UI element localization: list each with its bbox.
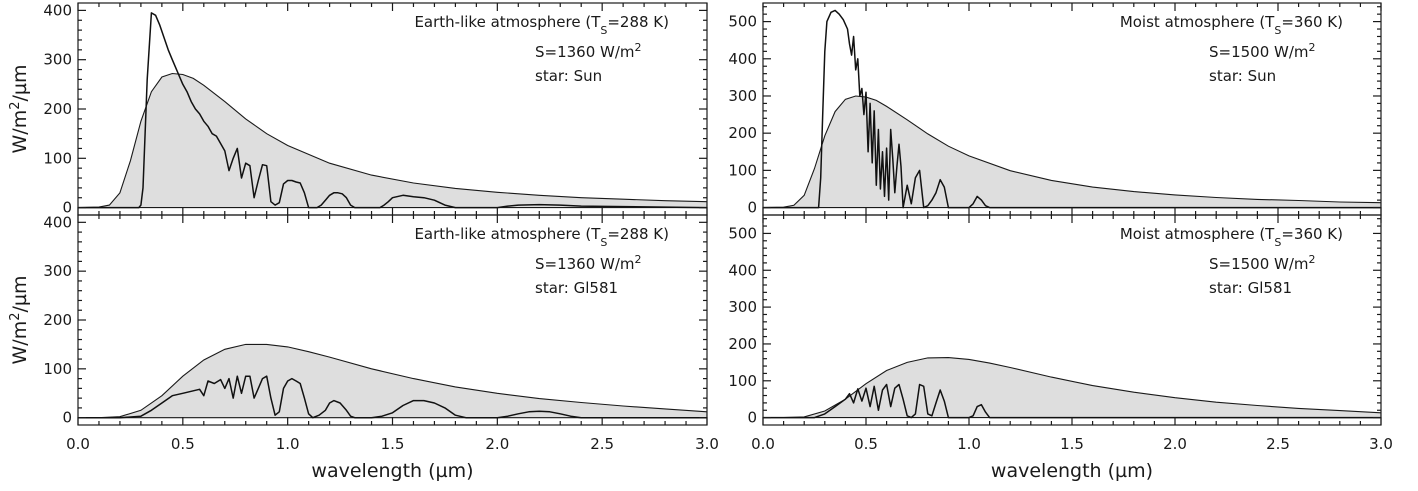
panel-bottom-right: 0.0 0.5 1.0 1.5 2.0 2.5 3.0 0 100 200 300 400 500 Moi…: [728, 214, 1393, 482]
y-tick-label: 500: [728, 224, 757, 242]
annotation-atmosphere: Earth-like atmosphere (TS=288 K): [414, 225, 669, 249]
x-tick-label: 0.0: [751, 435, 775, 453]
x-tick-label: 1.5: [1060, 435, 1084, 453]
x-tick-label: 2.5: [1266, 435, 1290, 453]
x-tick-label: 0.5: [854, 435, 878, 453]
panel-top-left: 0 100 200 300 400 Earth-like atmosphere (TS=2…: [8, 1, 708, 217]
x-tick-label: 3.0: [1369, 435, 1393, 453]
x-axis-title: wavelength (µm): [991, 460, 1153, 482]
y-tick-label: 100: [728, 372, 757, 390]
y-tick-label: 100: [43, 360, 72, 378]
y-tick-label: 300: [728, 298, 757, 316]
y-tick-label: 400: [43, 1, 72, 19]
annotation-flux: S=1360 W/m2: [535, 41, 642, 62]
toa-flux-area: [78, 72, 707, 209]
annotation-star: star: Sun: [1209, 67, 1276, 85]
x-axis-title: wavelength (µm): [311, 460, 473, 482]
y-tick-label: 0: [747, 199, 757, 217]
y-tick-label: 400: [728, 50, 757, 68]
y-axis-title: W/m2/µm: [8, 276, 32, 365]
annotation-atmosphere: Moist atmosphere (TS=360 K): [1120, 225, 1343, 249]
y-tick-label: 300: [728, 87, 757, 105]
y-tick-label: 0: [62, 199, 72, 217]
panel-bottom-left: 0.0 0.5 1.0 1.5 2.0 2.5 3.0 0 100 200 300 400 Earth-…: [8, 213, 719, 482]
surface-flux-line: [763, 383, 1381, 419]
x-tick-label: 1.0: [276, 435, 300, 453]
y-tick-label: 500: [728, 13, 757, 31]
y-tick-label: 100: [728, 161, 757, 179]
surface-flux-line: [763, 9, 1381, 209]
plot-area: [763, 357, 1381, 419]
x-tick-label: 0.5: [171, 435, 195, 453]
annotation-star: star: Sun: [535, 67, 602, 85]
plot-area: [78, 12, 707, 209]
x-tick-label: 1.5: [381, 435, 405, 453]
y-tick-label: 200: [728, 124, 757, 142]
x-tick-label: 2.5: [590, 435, 614, 453]
x-tick-label: 0.0: [66, 435, 90, 453]
y-tick-label: 100: [43, 149, 72, 167]
x-tick-label: 2.0: [485, 435, 509, 453]
annotation-atmosphere: Earth-like atmosphere (TS=288 K): [414, 13, 669, 37]
toa-flux-area: [763, 95, 1381, 209]
surface-flux-line: [78, 12, 707, 209]
annotation-flux: S=1500 W/m2: [1209, 253, 1316, 274]
toa-flux-area: [78, 343, 707, 419]
surface-flux-line: [78, 375, 707, 419]
annotation-flux: S=1500 W/m2: [1209, 41, 1316, 62]
y-tick-label: 200: [43, 311, 72, 329]
plot-area: [78, 343, 707, 419]
y-tick-label: 400: [43, 213, 72, 231]
plot-area: [763, 9, 1381, 209]
x-tick-label: 2.0: [1163, 435, 1187, 453]
annotation-atmosphere: Moist atmosphere (TS=360 K): [1120, 13, 1343, 37]
toa-flux-area: [763, 357, 1381, 419]
y-tick-label: 200: [728, 335, 757, 353]
y-tick-label: 400: [728, 261, 757, 279]
x-tick-label: 1.0: [957, 435, 981, 453]
y-tick-label: 200: [43, 100, 72, 118]
y-axis-title: W/m2/µm: [8, 65, 32, 154]
y-tick-label: 0: [62, 409, 72, 427]
annotation-star: star: Gl581: [535, 279, 618, 297]
y-tick-label: 0: [747, 409, 757, 427]
panel-top-right: 0 100 200 300 400 500 Moist atmosphere (TS=360…: [728, 2, 1382, 217]
annotation-flux: S=1360 W/m2: [535, 253, 642, 274]
annotation-star: star: Gl581: [1209, 279, 1292, 297]
y-tick-label: 300: [43, 51, 72, 69]
x-tick-label: 3.0: [695, 435, 719, 453]
y-tick-label: 300: [43, 262, 72, 280]
